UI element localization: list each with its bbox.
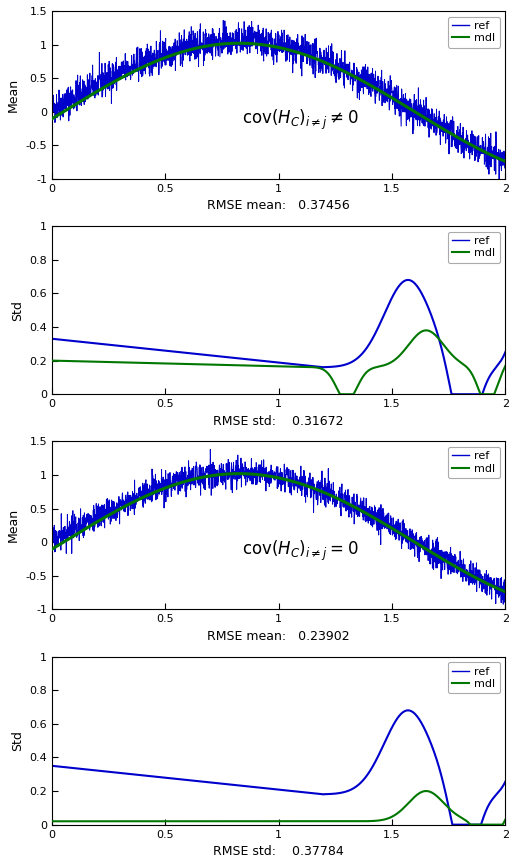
Y-axis label: Mean: Mean — [7, 78, 20, 112]
Text: $\mathrm{cov}(H_C)_{i\neq j} = 0$: $\mathrm{cov}(H_C)_{i\neq j} = 0$ — [243, 539, 359, 563]
Y-axis label: Std: Std — [11, 300, 24, 321]
X-axis label: RMSE mean:   0.37456: RMSE mean: 0.37456 — [207, 200, 350, 213]
Legend: ref, mdl: ref, mdl — [448, 447, 500, 478]
Legend: ref, mdl: ref, mdl — [448, 232, 500, 263]
Y-axis label: Mean: Mean — [7, 509, 20, 542]
Legend: ref, mdl: ref, mdl — [448, 16, 500, 48]
Y-axis label: Std: Std — [11, 730, 24, 751]
Text: $\mathrm{cov}(H_C)_{i\neq j} \neq 0$: $\mathrm{cov}(H_C)_{i\neq j} \neq 0$ — [243, 108, 359, 132]
X-axis label: RMSE mean:   0.23902: RMSE mean: 0.23902 — [207, 630, 350, 643]
Legend: ref, mdl: ref, mdl — [448, 662, 500, 693]
X-axis label: RMSE std:    0.31672: RMSE std: 0.31672 — [214, 414, 344, 427]
X-axis label: RMSE std:    0.37784: RMSE std: 0.37784 — [213, 845, 344, 858]
